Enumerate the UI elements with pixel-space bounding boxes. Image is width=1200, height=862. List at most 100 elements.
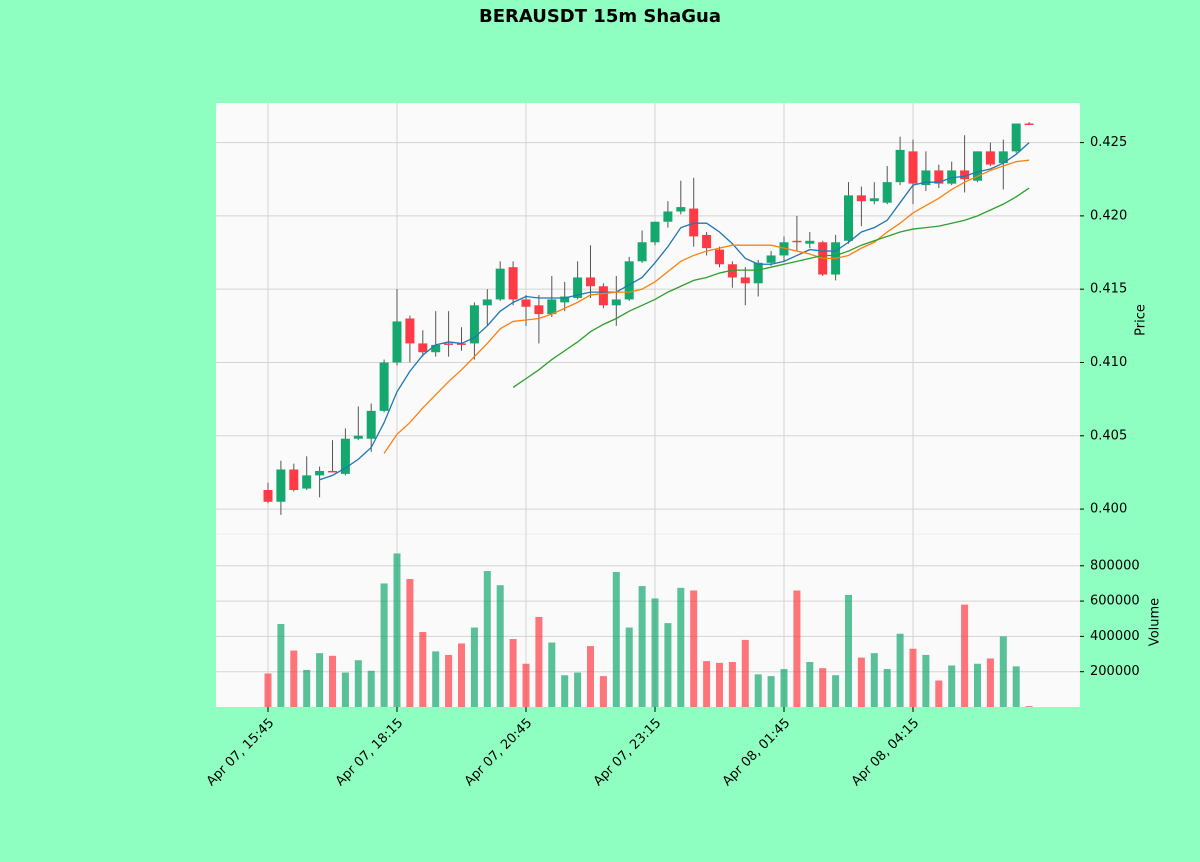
volume-bar: [612, 571, 620, 707]
candle-body: [882, 182, 892, 203]
candle-body: [740, 277, 750, 284]
volume-bar: [483, 571, 491, 707]
volume-tick-label: 600000: [1090, 594, 1140, 609]
volume-bar: [458, 643, 465, 707]
candle-body: [960, 170, 970, 180]
volume-bar: [832, 675, 840, 707]
volume-bar: [561, 675, 569, 707]
volume-tick-label: 200000: [1090, 664, 1140, 679]
volume-bar: [329, 655, 336, 707]
y-tick-label: 0.405: [1090, 428, 1127, 443]
volume-bar: [290, 650, 298, 707]
candle-body: [985, 151, 995, 165]
candle-body: [276, 469, 286, 502]
y-tick-label: 0.400: [1090, 502, 1127, 517]
candle-body: [444, 343, 454, 345]
volume-bar: [664, 623, 672, 707]
volume-bar: [974, 663, 981, 707]
candle-body: [431, 344, 441, 353]
volume-bar: [470, 627, 478, 707]
volume-bar: [896, 633, 904, 707]
candle-body: [689, 208, 699, 237]
volume-bar: [986, 658, 994, 707]
candle-body: [637, 242, 647, 262]
volume-bar: [445, 654, 453, 707]
volume-bar: [316, 653, 324, 707]
candle-body: [702, 234, 712, 249]
volume-bar: [509, 639, 517, 707]
volume-bar: [522, 663, 530, 707]
candle-body: [495, 268, 505, 300]
candle-body: [302, 475, 312, 489]
candle-body: [353, 435, 363, 439]
candle-body: [792, 240, 802, 243]
volume-bar: [716, 662, 723, 707]
volume-bar: [780, 669, 788, 707]
volume-bar: [806, 661, 814, 707]
volume-bar: [909, 648, 917, 707]
candle-body: [315, 470, 325, 476]
volume-bar: [277, 624, 285, 707]
volume-bar: [303, 669, 311, 707]
candle-body: [869, 198, 879, 202]
y-tick-label: 0.425: [1090, 135, 1127, 150]
volume-bar: [638, 586, 646, 707]
candle-body: [328, 470, 337, 473]
volume-bar: [432, 651, 440, 707]
volume-bar: [857, 657, 865, 707]
volume-bar: [677, 587, 685, 707]
volume-bar: [548, 642, 556, 707]
moving-average-line: [512, 187, 1030, 388]
volume-bar: [754, 674, 762, 707]
volume-axis-label: Volume: [1148, 598, 1163, 646]
volume-tick-label: 800000: [1090, 558, 1140, 573]
volume-bar: [367, 670, 375, 707]
volume-bar: [819, 668, 827, 707]
candle-body: [508, 267, 518, 300]
x-tick-label: Apr 07, 15:45: [204, 716, 277, 789]
candle-body: [844, 195, 853, 241]
candle-body: [379, 362, 389, 411]
candle-body: [366, 410, 376, 439]
moving-average-line: [319, 142, 1030, 481]
volume-bar: [535, 616, 543, 707]
volume-bar: [961, 604, 969, 707]
volume-bar: [380, 583, 388, 707]
volume-bar: [406, 579, 414, 707]
volume-bar: [419, 631, 427, 707]
candle-body: [263, 490, 273, 502]
candle-body: [908, 151, 918, 184]
volume-bar: [690, 590, 698, 707]
candle-body: [727, 264, 737, 278]
volume-bar: [703, 661, 711, 707]
candle-body: [1024, 123, 1034, 125]
candle-body: [998, 151, 1008, 164]
volume-bar: [264, 673, 272, 707]
candle-body: [289, 469, 299, 491]
candle-body: [405, 318, 415, 344]
volume-bar: [587, 646, 594, 707]
candle-body: [676, 207, 686, 212]
candle-body: [457, 343, 466, 345]
candle-body: [392, 321, 402, 363]
volume-bar: [1012, 666, 1020, 707]
volume-bar: [393, 553, 401, 707]
candle-body: [624, 261, 634, 300]
candle-body: [650, 221, 660, 243]
candle-body: [663, 211, 673, 222]
candle-body: [715, 249, 724, 265]
volume-bar: [354, 660, 362, 707]
candle-body: [753, 262, 763, 284]
volume-bar: [625, 627, 633, 707]
chart-title: BERAUSDT 15m ShaGua: [479, 6, 721, 27]
volume-bar: [651, 598, 659, 707]
candle-body: [482, 299, 492, 306]
volume-bar: [948, 665, 956, 707]
plot-area: [216, 103, 1080, 707]
moving-average-line: [383, 159, 1030, 454]
candle-body: [856, 195, 866, 202]
volume-bar: [496, 585, 504, 707]
candle-body: [560, 296, 570, 303]
x-tick-label: Apr 07, 18:15: [333, 716, 406, 789]
